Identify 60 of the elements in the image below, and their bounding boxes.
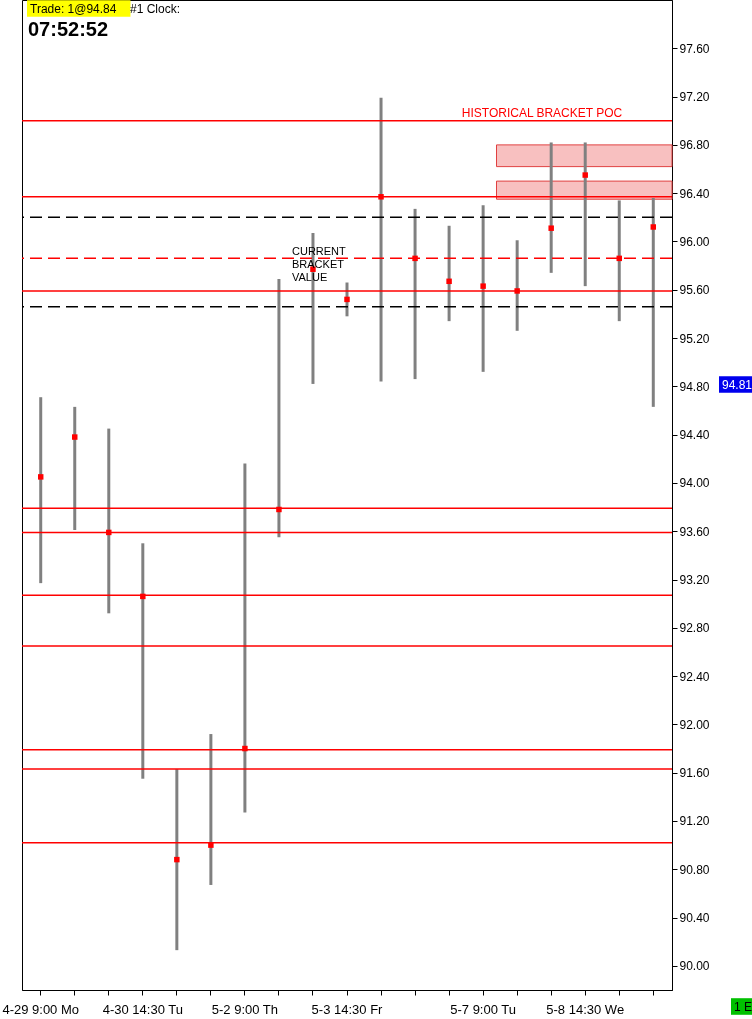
x-tick-label: 4-29 9:00 Mo bbox=[2, 1001, 80, 1017]
x-tick-label: 5-7 9:00 Tu bbox=[450, 1001, 517, 1017]
annotation: #1 Clock: bbox=[130, 2, 181, 16]
x-tick-label: 5-3 14:30 Fr bbox=[311, 1001, 384, 1017]
point bbox=[548, 225, 554, 231]
point bbox=[174, 856, 180, 863]
y-tick-label: 92.00 bbox=[679, 717, 710, 732]
bar bbox=[39, 397, 43, 584]
x-tick-label: 5-8 14:30 We bbox=[546, 1001, 625, 1017]
text: 1 E bbox=[734, 1000, 752, 1014]
bar bbox=[243, 463, 247, 813]
y-tick-label: 96.40 bbox=[679, 186, 710, 201]
bar bbox=[379, 97, 383, 382]
y-tick-label: 92.80 bbox=[679, 621, 710, 636]
bar bbox=[175, 769, 179, 951]
bar bbox=[481, 205, 485, 372]
annotation: Trade: 1@94.84 bbox=[30, 2, 117, 16]
bar bbox=[617, 200, 621, 322]
text: 94.81 bbox=[722, 378, 752, 392]
point bbox=[37, 474, 44, 480]
point bbox=[72, 434, 78, 440]
y-tick-label: 97.20 bbox=[679, 90, 710, 105]
point bbox=[582, 172, 588, 178]
y-tick-label: 95.20 bbox=[679, 331, 710, 346]
y-tick-label: 93.20 bbox=[679, 573, 710, 588]
point bbox=[208, 842, 214, 848]
y-tick-label: 90.40 bbox=[679, 911, 710, 926]
bar bbox=[141, 543, 145, 779]
y-tick-label: 91.60 bbox=[679, 766, 710, 781]
y-tick-label: 90.80 bbox=[679, 862, 710, 877]
x-tick-label: 5-2 9:00 Th bbox=[211, 1001, 279, 1017]
y-tick-label: 96.80 bbox=[679, 138, 710, 153]
point bbox=[344, 296, 350, 303]
annotation: CURRENT BRACKET VALUE bbox=[292, 245, 347, 283]
bar bbox=[209, 734, 213, 885]
y-tick-label: 95.60 bbox=[679, 283, 710, 298]
bar bbox=[515, 240, 519, 331]
y-tick-label: 91.20 bbox=[679, 814, 710, 829]
y-tick-label: 92.40 bbox=[679, 669, 710, 684]
bar bbox=[277, 278, 281, 538]
bar bbox=[651, 198, 655, 407]
bar bbox=[107, 428, 111, 614]
annotation: 07:52:52 bbox=[28, 18, 109, 40]
y-tick-label: 96.00 bbox=[679, 234, 710, 249]
bar bbox=[447, 225, 451, 322]
point bbox=[650, 224, 657, 230]
y-tick-label: 93.60 bbox=[679, 524, 710, 539]
bar bbox=[549, 142, 553, 273]
y-tick-label: 97.60 bbox=[679, 41, 710, 56]
y-tick-label: 90.00 bbox=[679, 959, 710, 974]
bar bbox=[413, 208, 417, 380]
y-tick-label: 94.80 bbox=[679, 379, 710, 394]
x-tick-label: 4-30 14:30 Tu bbox=[102, 1001, 183, 1017]
point bbox=[446, 278, 452, 285]
bar bbox=[73, 406, 77, 531]
point bbox=[480, 283, 486, 289]
ref-line-label: HISTORICAL BRACKET POC bbox=[461, 105, 623, 120]
y-tick-label: 94.00 bbox=[679, 476, 710, 491]
y-tick-label: 94.40 bbox=[679, 428, 710, 443]
bar bbox=[583, 142, 587, 287]
